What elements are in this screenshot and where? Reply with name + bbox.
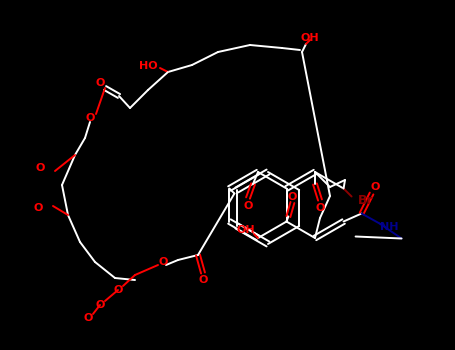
Text: O: O <box>198 275 207 285</box>
Text: O: O <box>113 285 123 295</box>
Text: HO: HO <box>139 61 158 71</box>
Text: O: O <box>371 182 380 192</box>
Text: O: O <box>95 78 105 88</box>
Text: O: O <box>83 313 93 323</box>
Text: OH: OH <box>301 33 319 43</box>
Text: O: O <box>33 203 43 213</box>
Text: O: O <box>95 300 105 310</box>
Text: O: O <box>315 203 325 213</box>
Text: OH: OH <box>237 225 255 235</box>
Text: O: O <box>243 201 253 211</box>
Text: Br: Br <box>358 194 374 207</box>
Text: O: O <box>86 113 95 123</box>
Text: NH: NH <box>380 223 399 232</box>
Text: O: O <box>35 163 45 173</box>
Text: O: O <box>158 257 168 267</box>
Text: O: O <box>288 191 297 202</box>
